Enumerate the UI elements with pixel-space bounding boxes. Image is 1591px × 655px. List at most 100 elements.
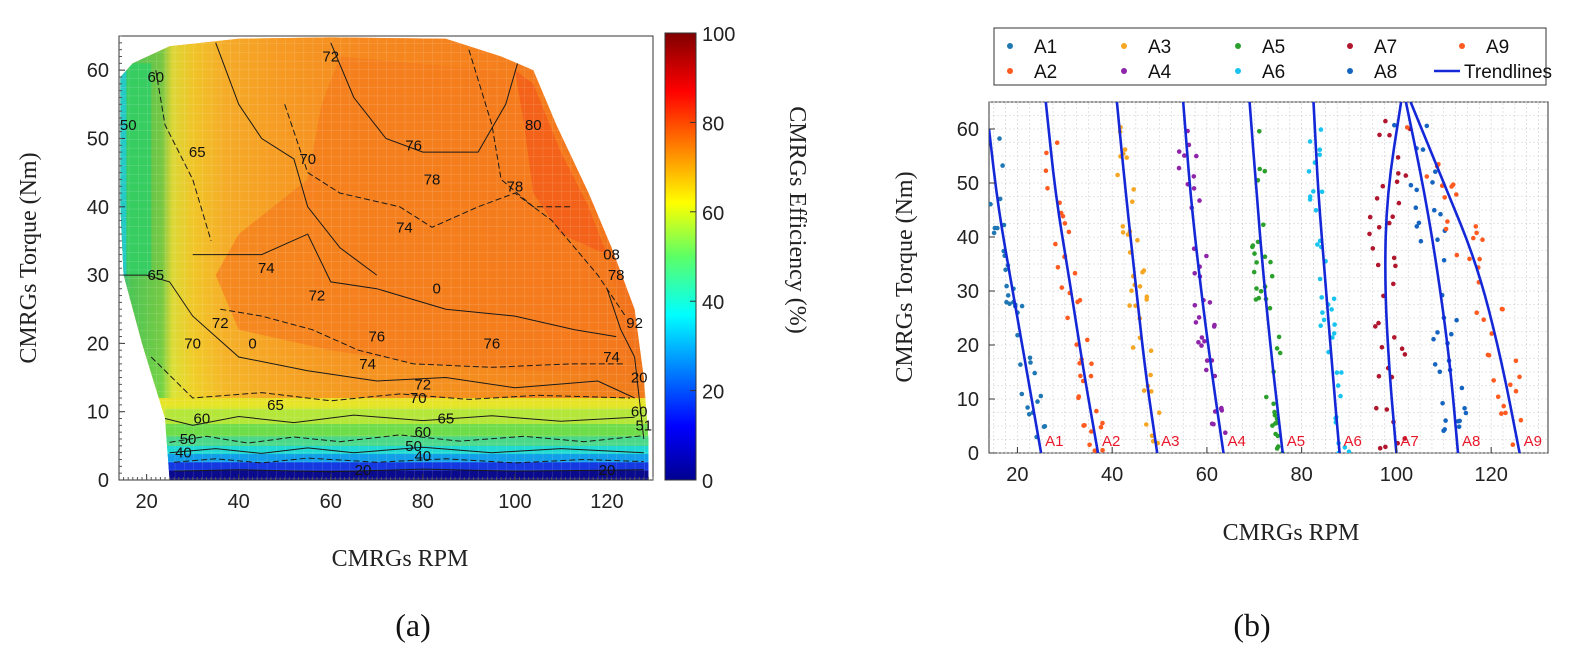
scatter-point-a4 xyxy=(1211,324,1217,329)
scatter-point-a6 xyxy=(1306,169,1312,174)
scatter-point-a9 xyxy=(1480,237,1485,242)
x-tick-label: 100 xyxy=(498,491,531,513)
legend-label: A8 xyxy=(1374,62,1397,83)
contour-line xyxy=(215,42,378,276)
scatter-point-a2 xyxy=(1055,265,1061,270)
trendline-a9 xyxy=(1409,102,1521,453)
scatter-point-a2 xyxy=(1045,186,1050,191)
scatter-point-a4 xyxy=(1204,358,1210,363)
legend-label: A6 xyxy=(1262,62,1285,83)
trendline-a8 xyxy=(1404,102,1460,453)
scatter-point-a6 xyxy=(1318,323,1323,329)
contour-label: 0 xyxy=(432,281,440,298)
scatter-point-a2 xyxy=(1072,270,1078,276)
scatter-point-a2 xyxy=(1100,447,1105,453)
scatter-point-a4 xyxy=(1193,320,1199,325)
scatter-point-a5 xyxy=(1277,350,1283,356)
series-end-label: A9 xyxy=(1524,433,1542,450)
x-tick-label: 120 xyxy=(1474,464,1507,486)
scatter-point-a8 xyxy=(1457,418,1462,424)
scatter-point-a5 xyxy=(1270,423,1275,428)
scatter-point-a7 xyxy=(1376,320,1381,326)
trendline-a4 xyxy=(1181,102,1225,453)
scatter-point-a6 xyxy=(1317,276,1323,282)
scatter-point-a6 xyxy=(1313,208,1319,213)
y-tick-label: 30 xyxy=(957,281,979,303)
series-end-label: A6 xyxy=(1344,433,1362,450)
scatter-point-a2 xyxy=(1089,361,1094,367)
scatter-point-a2 xyxy=(1098,424,1104,430)
scatter-point-a6 xyxy=(1319,189,1325,195)
scatter-point-a2 xyxy=(1085,337,1090,343)
series-end-label: A8 xyxy=(1462,433,1480,450)
scatter-point-a2 xyxy=(1089,429,1094,434)
scatter-point-a4 xyxy=(1218,406,1224,412)
contour-line xyxy=(123,274,635,399)
contour-label: 80 xyxy=(525,117,542,134)
scatter-point-a8 xyxy=(1435,237,1440,242)
scatter-point-a5 xyxy=(1268,259,1273,265)
scatter-point-a8 xyxy=(1463,410,1469,416)
contour-label: 60 xyxy=(194,411,211,428)
scatter-point-a3 xyxy=(1124,155,1129,160)
contour-label: 76 xyxy=(405,137,422,154)
scatter-point-a9 xyxy=(1510,442,1516,448)
colorbar xyxy=(664,32,697,481)
scatter-point-a1 xyxy=(1042,424,1048,429)
scatter-point-a7 xyxy=(1376,225,1382,230)
scatter-point-a3 xyxy=(1115,172,1120,178)
scatter-point-a2 xyxy=(1053,241,1058,247)
contour-line xyxy=(192,233,617,338)
scatter-point-a4 xyxy=(1207,300,1213,305)
scatter-point-a7 xyxy=(1395,155,1401,160)
legend-marker xyxy=(1347,68,1353,74)
scatter-point-a4 xyxy=(1192,271,1197,276)
scatter-point-a8 xyxy=(1456,424,1462,430)
y-tick-label: 60 xyxy=(87,60,109,82)
contour-label: 92 xyxy=(626,315,643,332)
scatter-point-a5 xyxy=(1274,346,1280,351)
scatter-point-a5 xyxy=(1269,273,1275,279)
scatter-point-a7 xyxy=(1377,446,1383,451)
colorbar-tick-label: 20 xyxy=(702,382,724,404)
y-axis-ticks-a: 0 10 20 30 40 50 60 xyxy=(87,35,125,492)
trendline-a2 xyxy=(1044,102,1100,453)
scatter-point-a2 xyxy=(1065,315,1070,321)
scatter-point-a5 xyxy=(1262,254,1268,259)
scatter-point-a5 xyxy=(1252,251,1257,256)
scatter-point-a9 xyxy=(1495,394,1501,400)
scatter-point-a3 xyxy=(1141,388,1147,393)
scatter-point-a2 xyxy=(1088,373,1094,379)
scatter-point-a5 xyxy=(1274,420,1279,426)
contour-label: 76 xyxy=(484,335,501,352)
scatter-point-a6 xyxy=(1339,370,1344,375)
y-tick-label: 0 xyxy=(98,470,109,492)
scatter-point-a9 xyxy=(1442,195,1447,200)
scatter-point-a9 xyxy=(1481,317,1486,323)
scatter-point-a1 xyxy=(989,201,993,207)
colorbar-label: CMRGs Efficiency (%) xyxy=(784,106,810,334)
scatter-point-a3 xyxy=(1156,410,1162,416)
scatter-point-a5 xyxy=(1257,129,1262,134)
legend-entries: A1 A3 A5 A7 A9 A2 A4 A6 A8 Trendlines xyxy=(1007,37,1552,83)
contour-label: 50 xyxy=(180,431,197,448)
scatter-point-a7 xyxy=(1379,345,1385,350)
scatter-point-a6 xyxy=(1338,393,1343,399)
scatter-point-a8 xyxy=(1432,362,1438,367)
scatter-point-a9 xyxy=(1486,353,1492,358)
scatter-point-a5 xyxy=(1258,289,1264,294)
x-tick-label: 60 xyxy=(1196,464,1218,486)
scatter-point-a1 xyxy=(1026,412,1032,417)
scatter-point-a5 xyxy=(1274,446,1280,451)
contour-label: 20 xyxy=(355,462,372,479)
contour-label: 50 xyxy=(120,117,137,134)
scatter-point-a6 xyxy=(1331,331,1337,336)
scatter-point-a3 xyxy=(1144,294,1150,300)
y-tick-label: 40 xyxy=(957,227,979,249)
scatter-point-a7 xyxy=(1375,262,1381,268)
scatter-point-a1 xyxy=(1004,283,1009,289)
y-axis-label-a: CMRGs Torque (Nm) xyxy=(16,152,42,363)
contour-line xyxy=(155,70,212,242)
scatter-point-a7 xyxy=(1391,255,1397,261)
y-tick-label: 20 xyxy=(87,333,109,355)
